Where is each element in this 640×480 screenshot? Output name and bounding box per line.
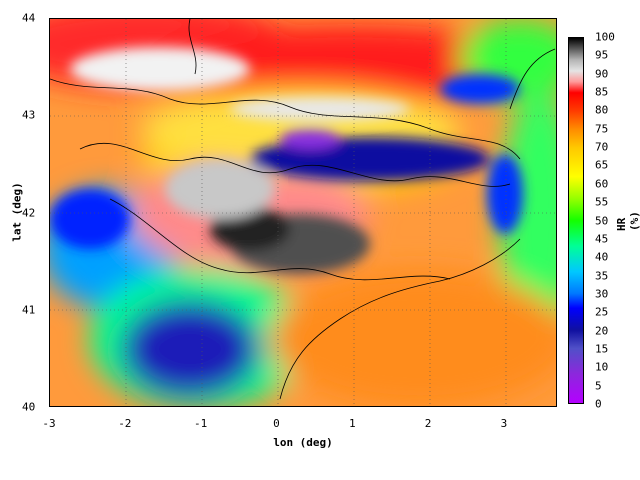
- x-tick-label: -2: [118, 417, 132, 430]
- contour-3: [109, 198, 451, 281]
- center-gray-patch: [165, 159, 275, 219]
- se-orange-field: [270, 269, 556, 406]
- humidity-map: [49, 18, 557, 407]
- y-tick-label: 43: [22, 108, 36, 122]
- colorbar-tick-label: 85: [595, 85, 609, 99]
- w-blue-patch: [50, 189, 130, 249]
- north-white-patch: [230, 97, 410, 121]
- x-tick-label: 3: [500, 417, 508, 430]
- y-tick-label: 42: [22, 206, 36, 219]
- colorbar-tick-label: 100: [595, 30, 615, 44]
- colorbar-tick-label: 40: [595, 250, 609, 264]
- colorbar-tick-label: 80: [595, 103, 609, 117]
- colorbar-tick-label: 20: [595, 324, 609, 338]
- e-blue-patch: [487, 154, 523, 234]
- x-tick-label: 2: [424, 417, 432, 430]
- x-tick-label: -1: [194, 417, 208, 430]
- colorbar-tick-label: 5: [595, 379, 602, 393]
- y-tick-label: 40: [22, 400, 36, 414]
- colorbar-tick-label: 45: [595, 232, 609, 246]
- contour-lines: [50, 19, 556, 400]
- colorbar-tick-label: 70: [595, 140, 609, 154]
- x-tick-label: -3: [42, 417, 56, 430]
- x-tick-label: 1: [348, 417, 356, 430]
- contour-2: [79, 143, 511, 187]
- e-green-field: [500, 89, 556, 349]
- colorbar-tick-label: 0: [595, 397, 602, 411]
- colorbar-tick-label: 90: [595, 67, 609, 81]
- colorbar-tick-label: 65: [595, 158, 609, 172]
- contour-6: [509, 48, 556, 110]
- colorbar-tick-label: 15: [595, 342, 609, 356]
- contour-1: [50, 78, 521, 160]
- colorbar: [568, 37, 584, 404]
- grid-lines: [50, 19, 556, 406]
- colorbar-tick-label: 95: [595, 48, 609, 62]
- contour-4: [279, 238, 521, 400]
- sw-navy-field: [120, 299, 260, 399]
- y-tick-label: 41: [22, 303, 36, 317]
- ne-blue-patch: [440, 74, 520, 104]
- detail-fields: [50, 47, 523, 274]
- y-tick-label: 44: [22, 11, 36, 25]
- colorbar-tick-label: 30: [595, 287, 609, 301]
- colorbar-tick-label: 60: [595, 177, 609, 191]
- x-axis-label: lon (deg): [273, 436, 333, 449]
- colorbar-tick-label: 55: [595, 195, 609, 209]
- colorbar-tick-label: 75: [595, 122, 609, 136]
- purple-patch: [280, 129, 340, 149]
- colorbar-tick-label: 10: [595, 360, 609, 374]
- x-tick-label: 0: [273, 417, 280, 430]
- nw-white-patch: [70, 47, 250, 91]
- colorbar-label: HR (%): [615, 211, 640, 231]
- colorbar-tick-label: 25: [595, 305, 609, 319]
- colorbar-tick-label: 50: [595, 214, 609, 227]
- map-svg: [50, 19, 556, 406]
- colorbar-tick-label: 35: [595, 269, 609, 283]
- contour-5: [188, 19, 197, 75]
